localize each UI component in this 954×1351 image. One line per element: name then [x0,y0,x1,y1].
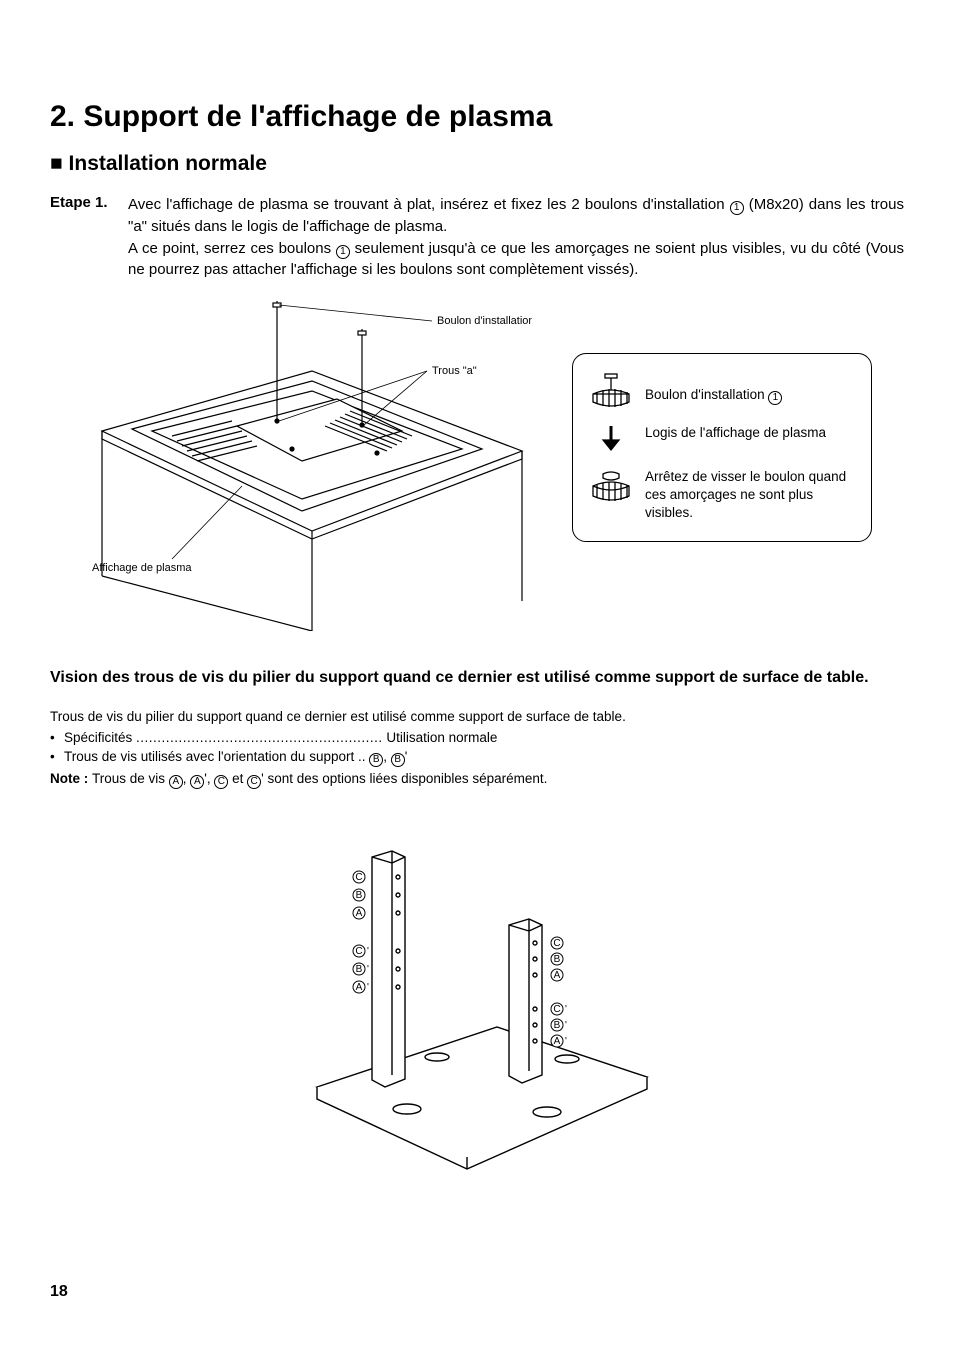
stand-label-l1: B [356,890,363,901]
note-pre: Trous de vis [92,771,169,786]
page-number: 18 [50,1283,68,1301]
callout-item-2: Logis de l'affichage de plasma [587,424,857,454]
stand-label-r3: C [553,1004,560,1015]
figure-row-1: Boulon d'installation ① (M8 x 20) Trous … [50,301,904,631]
callout-item-1: Boulon d'installation 1 [587,372,857,410]
section2-heading: Vision des trous de vis du pilier du sup… [50,667,904,689]
note-post: sont des options liées disponibles sépar… [264,771,548,786]
bolt-flush-icon [587,468,635,506]
step-text-1a: Avec l'affichage de plasma se trouvant à… [128,196,730,213]
stand-label-l0: C [355,872,362,883]
step-1: Etape 1. Avec l'affichage de plasma se t… [50,194,904,281]
fig-label-holes: Trous "a" [432,365,477,377]
stand-label-l5: A [356,982,363,993]
subsection-title: Installation normale [50,152,904,176]
svg-text:': ' [565,1020,567,1031]
svg-text:': ' [367,964,369,975]
svg-text:': ' [367,946,369,957]
stand-label-r2: A [554,970,561,981]
section2-intro: Trous de vis du pilier du support quand … [50,709,904,724]
stand-label-r5: A [554,1036,561,1047]
step-label: Etape 1. [50,194,128,281]
circled-a-icon: A [169,775,183,789]
circled-1-icon: 1 [768,391,782,405]
fig-label-bolt: Boulon d'installation ① (M8 x 20) [437,315,532,327]
circled-1-icon: 1 [336,245,350,259]
stand-diagram: C B A C ' B ' A ' C B A C ' B ' A ' [287,817,667,1197]
callout-text-2: Logis de l'affichage de plasma [645,424,826,442]
note-line: Note : Trous de vis A, A', C et C' sont … [50,771,904,789]
down-arrow-icon [587,424,635,454]
stand-label-l4: B [356,964,363,975]
callout-text-1: Boulon d'installation [645,387,768,402]
callout-text-3: Arrêtez de visser le boulon quand ces am… [645,468,857,523]
bullet-specs: Spécificités ...........................… [50,730,904,745]
circled-b-icon: B [369,753,383,767]
circled-1-icon: 1 [730,201,744,215]
step-body: Avec l'affichage de plasma se trouvant à… [128,194,904,281]
bullet-holes: Trous de vis utilisés avec l'orientation… [50,749,904,767]
svg-text:': ' [367,982,369,993]
stand-label-l2: A [356,908,363,919]
section-title: 2. Support de l'affichage de plasma [50,100,904,134]
stand-label-r4: B [554,1020,561,1031]
dot-leader: ........................................… [136,730,383,745]
note-label: Note : [50,771,92,786]
step-text-2a: A ce point, serrez ces boulons [128,240,336,257]
circled-a-prime-icon: A [190,775,204,789]
stand-label-l3: C [355,946,362,957]
svg-text:': ' [565,1004,567,1015]
plasma-display-diagram: Boulon d'installation ① (M8 x 20) Trous … [82,301,532,631]
bolt-head-icon [587,372,635,410]
stand-label-r1: B [554,954,561,965]
bullet-1-value: Utilisation normale [383,730,498,745]
stand-label-r0: C [553,938,560,949]
bullet-1-label: Spécificités [64,730,136,745]
circled-b-prime-icon: B [391,753,405,767]
bullet-2-label: Trous de vis utilisés avec l'orientation… [64,749,369,764]
callout-box: Boulon d'installation 1 Logis de l'affic… [572,353,872,542]
fig-label-display: Affichage de plasma [92,562,192,574]
callout-item-3: Arrêtez de visser le boulon quand ces am… [587,468,857,523]
circled-c-icon: C [214,775,228,789]
svg-text:': ' [565,1036,567,1047]
circled-c-prime-icon: C [247,775,261,789]
